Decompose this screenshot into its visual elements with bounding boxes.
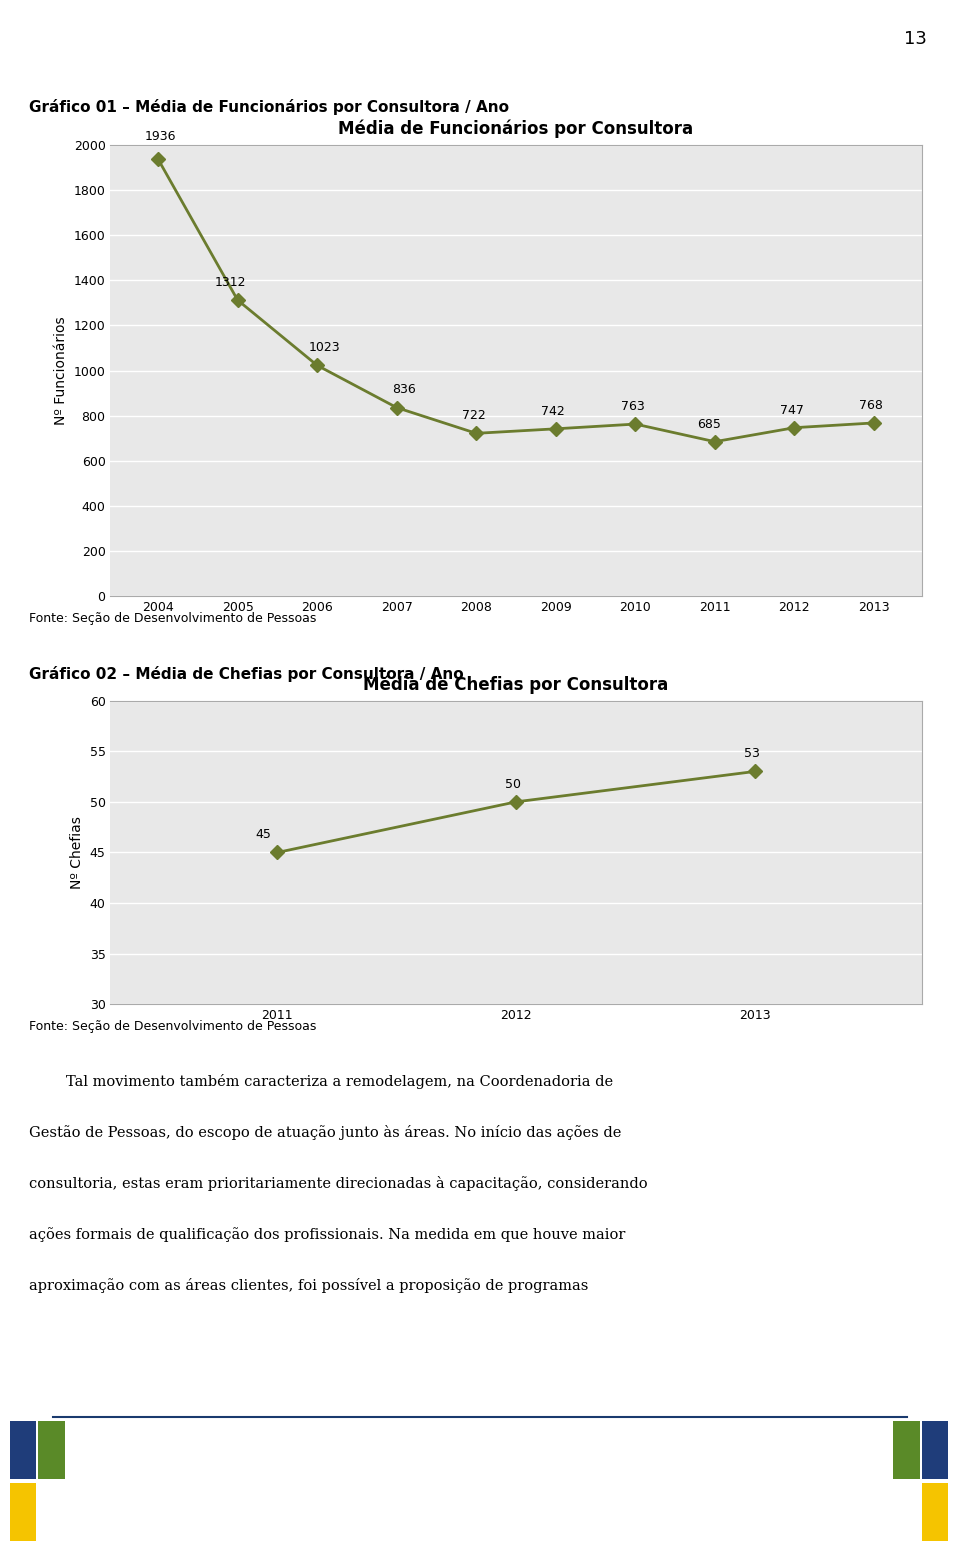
Text: Gráfico 01 – Média de Funcionários por Consultora / Ano: Gráfico 01 – Média de Funcionários por C…	[29, 100, 509, 115]
Text: Gestão de Pessoas, do escopo de atuação junto às áreas. No início das ações de: Gestão de Pessoas, do escopo de atuação …	[29, 1126, 621, 1140]
Text: ações formais de qualificação dos profissionais. Na medida em que houve maior: ações formais de qualificação dos profis…	[29, 1227, 625, 1242]
Y-axis label: Nº Funcionários: Nº Funcionários	[54, 316, 68, 425]
Bar	[38, 1420, 65, 1479]
Text: 50: 50	[505, 778, 521, 791]
Text: 13: 13	[903, 30, 926, 48]
Text: 1936: 1936	[145, 129, 177, 143]
Bar	[922, 1482, 948, 1541]
Text: 1023: 1023	[308, 341, 340, 355]
Text: 742: 742	[541, 405, 564, 417]
Y-axis label: Nº Chefias: Nº Chefias	[70, 816, 84, 889]
Text: 836: 836	[392, 383, 416, 397]
Bar	[10, 1482, 36, 1541]
Title: Média de Chefias por Consultora: Média de Chefias por Consultora	[364, 676, 668, 693]
Bar	[893, 1420, 920, 1479]
Text: 53: 53	[744, 747, 759, 760]
Text: Fonte: Seção de Desenvolvimento de Pessoas: Fonte: Seção de Desenvolvimento de Pesso…	[29, 612, 316, 624]
Text: Gráfico 02 – Média de Chefias por Consultora / Ano: Gráfico 02 – Média de Chefias por Consul…	[29, 666, 464, 682]
Text: Fonte: Seção de Desenvolvimento de Pessoas: Fonte: Seção de Desenvolvimento de Pesso…	[29, 1020, 316, 1032]
Text: 1312: 1312	[215, 276, 247, 290]
Bar	[922, 1420, 948, 1479]
Text: 722: 722	[462, 409, 486, 422]
Text: 763: 763	[621, 400, 644, 413]
Text: consultoria, estas eram prioritariamente direcionadas à capacitação, considerand: consultoria, estas eram prioritariamente…	[29, 1176, 647, 1191]
Text: Tal movimento também caracteriza a remodelagem, na Coordenadoria de: Tal movimento também caracteriza a remod…	[29, 1074, 612, 1090]
Text: aproximação com as áreas clientes, foi possível a proposição de programas: aproximação com as áreas clientes, foi p…	[29, 1278, 588, 1294]
Text: 45: 45	[255, 828, 272, 841]
Bar	[10, 1420, 36, 1479]
Text: 768: 768	[859, 399, 883, 413]
Text: 747: 747	[780, 403, 804, 417]
Title: Média de Funcionários por Consultora: Média de Funcionários por Consultora	[339, 120, 693, 137]
Text: 685: 685	[697, 417, 721, 431]
